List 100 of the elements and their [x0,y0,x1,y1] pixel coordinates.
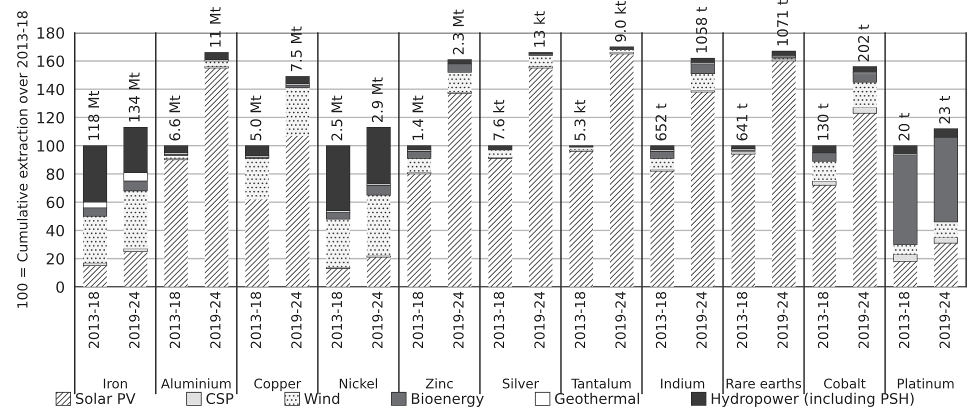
y-tick-label: 100 [38,140,64,152]
bar [366,257,390,287]
bar [164,145,188,154]
bar [691,74,715,91]
bar [245,199,269,287]
bar [448,93,472,287]
bar [610,54,634,287]
bar [650,171,674,287]
bar [83,266,107,287]
annotation: 2.5 Mt [331,96,342,140]
bar [124,252,148,287]
y-tick-label: 140 [38,84,64,96]
bar [124,190,148,249]
x-tick-label: 2013-18 [250,292,262,348]
x-tick-label: 2013-18 [574,292,586,348]
annotation: 130 t [818,104,829,140]
bar [731,145,756,149]
bar [812,180,836,186]
legend-label: Solar PV [76,392,136,404]
annotation: 6.6 Mt [169,96,180,140]
text: Nickel [340,378,378,389]
x-tick-label: 2019-24 [615,292,626,348]
bar [812,161,836,181]
annotation: 2.3 Mt [452,10,464,54]
annotation: 134 Mt [128,72,140,122]
x-tick-label: 2019-24 [372,292,383,348]
text: Rare earths [726,378,802,389]
bar [853,113,877,287]
bar [407,158,431,173]
x-tick-label: 2019-24 [696,292,707,348]
bar [934,222,958,238]
bar [894,261,918,287]
bar [204,68,228,287]
x-tick-label: 2013-18 [170,292,180,348]
x-tick-label: 2019-24 [129,292,140,348]
legend-label: Bioenergy [412,392,484,407]
text: Iron [104,378,127,389]
annotation: 5.0 Mt [250,96,262,140]
text: Aluminium [161,378,231,389]
bar [286,136,310,287]
bar [732,154,756,287]
annotation: 7.6 kt [493,100,504,140]
x-tick-label: 2019-24 [453,292,464,348]
bar [934,237,958,244]
bar [448,63,472,73]
bar [650,158,674,170]
bar [853,82,877,108]
text: Tantalum [571,378,631,389]
bar [244,145,270,156]
legend-label: Hydropower (including PSH) [712,392,914,407]
annotation: 5.3 kt [574,100,586,140]
y-tick-label: 160 [38,55,64,68]
x-tick-label: 2019-24 [291,292,302,348]
annotation: 1071 t [777,0,788,46]
bar [488,145,512,150]
bar [164,160,188,287]
bar [894,244,918,254]
legend-label: Wind [304,392,340,404]
bar [528,55,552,67]
bar [326,268,350,287]
x-tick-label: 2013-18 [332,292,342,348]
x-tick-label: 2013-18 [412,292,424,348]
x-tick-label: 2013-18 [898,292,910,348]
annotation: 11 Mt [210,7,221,47]
annotation: 1.4 Mt [412,96,424,140]
x-tick-label: 2019-24 [210,292,221,348]
bar [407,174,431,287]
bar [366,195,390,256]
y-tick-label: 80 [46,168,64,180]
x-tick-label: 2013-18 [88,292,100,348]
x-tick-label: 2013-18 [494,292,504,348]
x-tick-label: 2013-18 [736,292,748,348]
annotation: 7.5 Mt [291,26,302,72]
bar [488,158,512,287]
bar [691,92,715,287]
bar [852,107,877,114]
y-tick-label: 180 [38,27,64,39]
y-tick-label: 20 [46,253,64,265]
y-tick-label: 0 [56,281,64,293]
legend-label: CSP [206,393,234,404]
x-tick-label: 2013-18 [656,292,666,348]
annotation: 118 Mt [88,91,100,140]
x-tick-label: 2013-18 [818,292,828,348]
x-tick-label: 2019-24 [534,292,545,348]
bar [934,243,958,287]
bar [286,76,310,84]
annotation: 20 t [898,112,910,140]
bar [528,68,552,287]
text: Zinc [426,378,453,389]
annotation: 13 kt [534,11,545,47]
bar [893,254,918,262]
bar [204,52,229,60]
bar [569,151,593,287]
annotation: 2.9 Mt [372,77,383,122]
annotation: 1058 t [696,6,708,52]
annotation: 202 t [858,24,870,62]
bar [83,216,107,263]
x-tick-label: 2019-24 [858,292,869,348]
bar [123,248,148,252]
text: Copper [254,378,302,392]
